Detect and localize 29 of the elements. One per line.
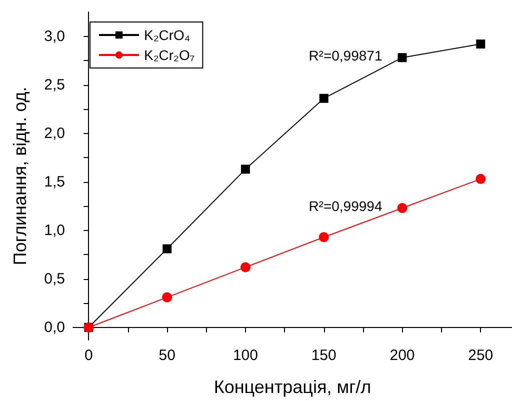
point [476,174,486,184]
point [397,203,408,214]
point [162,244,172,254]
y-tick-label: 2,5 [44,76,65,94]
point [398,53,407,62]
point [318,232,329,242]
y-tick-label: 1,5 [44,173,65,190]
x-tick-label: 250 [468,347,494,364]
point [319,94,328,103]
point [240,164,250,174]
y-tick-label: 0,0 [44,318,65,336]
annotation: R²=0,99871 [308,48,382,64]
point [162,292,172,302]
y-tick-label: 0,5 [44,270,65,288]
x-tick-label: 150 [311,347,336,364]
point [476,40,486,49]
x-axis-title: Концентрація, мг/л [214,377,372,397]
x-tick-label: 50 [158,347,176,364]
point [240,262,250,272]
x-tick-label: 100 [232,347,258,364]
y-axis-title: Поглинання, відн. од. [10,86,30,266]
x-tick-label: 200 [390,347,415,364]
y-tick-label: 1,0 [44,222,65,239]
x-tick-label: 0 [84,347,93,364]
y-tick-label: 2,0 [44,124,65,142]
annotation: R²=0,99994 [308,198,382,214]
legend-label: K₂CrO₄ [144,27,190,43]
legend-label: K₂Cr₂O₇ [144,47,195,63]
y-tick-label: 3,0 [44,28,65,45]
